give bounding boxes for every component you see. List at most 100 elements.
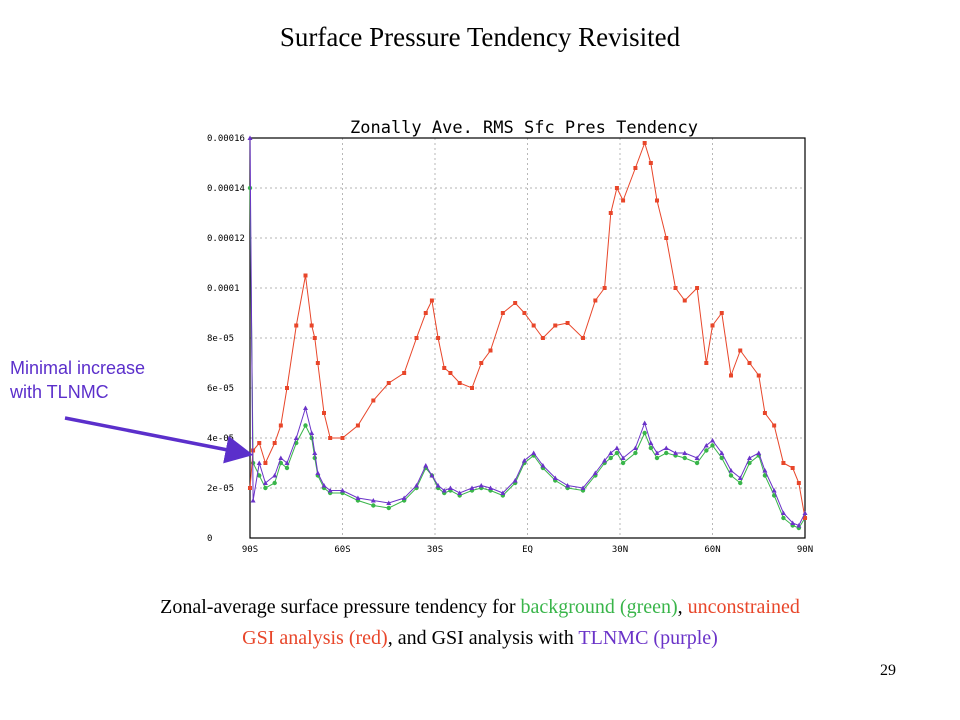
annotation: Minimal increase with TLNMC <box>10 356 145 404</box>
series-point <box>315 361 320 365</box>
series-point <box>540 463 546 468</box>
y-tick-label: 0.00014 <box>207 184 245 194</box>
plot-frame <box>249 137 806 539</box>
series-point <box>500 490 506 495</box>
series-point <box>655 198 659 203</box>
series-point <box>648 161 653 165</box>
series-point <box>441 488 447 493</box>
x-tick-label: EQ <box>522 545 533 555</box>
series-point <box>654 450 660 455</box>
series-point <box>284 465 290 471</box>
series-point <box>580 485 586 490</box>
y-tick-label: 0.00016 <box>207 134 245 144</box>
series-point <box>531 323 536 328</box>
series-point <box>771 488 777 493</box>
series-point <box>719 450 725 455</box>
series-point <box>447 485 453 490</box>
series-point <box>309 323 314 328</box>
series-point <box>790 466 795 470</box>
caption-part-3: , and GSI analysis with <box>387 627 579 649</box>
series-point <box>531 450 537 455</box>
series-point <box>315 470 321 475</box>
series-point <box>479 361 484 365</box>
series-point <box>513 301 518 305</box>
series-point <box>522 311 527 315</box>
series-point <box>540 336 545 340</box>
caption-green: background (green) <box>520 596 678 618</box>
series-point <box>673 286 678 290</box>
series-point <box>642 430 647 436</box>
series-point <box>608 211 613 215</box>
series-point <box>371 503 376 508</box>
series-point <box>257 441 262 445</box>
y-tick-label: 6e-05 <box>207 384 234 394</box>
series-point <box>250 498 256 503</box>
series-point <box>710 323 715 328</box>
series-point <box>633 450 638 456</box>
series-point <box>694 455 700 460</box>
series-point <box>442 366 447 370</box>
series-point <box>423 311 428 315</box>
series-point <box>614 450 620 456</box>
series-point <box>312 455 317 461</box>
series-point <box>256 460 262 465</box>
series-point <box>272 480 277 486</box>
series-point <box>414 336 419 340</box>
series-point <box>262 480 268 485</box>
series-point <box>747 460 752 466</box>
series-point <box>402 371 407 375</box>
series-point <box>682 450 688 455</box>
series-point <box>728 468 734 473</box>
slide-title: Surface Pressure Tendency Revisited <box>279 22 681 52</box>
y-tick-label: 0 <box>207 534 212 544</box>
series-point <box>737 475 743 480</box>
series-point <box>695 286 700 290</box>
series-line-2 <box>249 137 806 527</box>
series-point <box>355 495 361 500</box>
series-point <box>488 485 493 490</box>
x-tick-label: 60N <box>704 545 720 555</box>
series-point <box>747 361 752 365</box>
series-point <box>673 450 678 455</box>
series-point <box>719 311 724 315</box>
series-point <box>247 135 253 140</box>
series-point <box>386 505 391 511</box>
series-point <box>738 480 743 486</box>
series-point <box>303 273 308 278</box>
series-point <box>328 436 333 440</box>
series-point <box>632 445 638 450</box>
series-point <box>704 361 709 365</box>
series-point <box>435 483 441 488</box>
series-point <box>710 438 715 443</box>
series-point <box>664 450 669 456</box>
series-point <box>469 485 475 490</box>
series-point <box>448 371 453 375</box>
series-point <box>303 405 308 410</box>
series-point <box>781 515 786 521</box>
x-tick-label: 30N <box>612 545 628 555</box>
series-point <box>614 445 620 450</box>
series-point <box>633 166 638 170</box>
series-point <box>371 398 376 403</box>
series-point <box>762 468 768 473</box>
series-point <box>602 458 608 463</box>
series-point <box>293 435 299 440</box>
series-point <box>790 520 796 525</box>
series-point <box>355 423 360 428</box>
series-point <box>780 510 786 515</box>
series-layer <box>247 135 808 531</box>
series-point <box>581 336 585 340</box>
series-point <box>762 411 767 415</box>
series-point <box>429 473 435 478</box>
series-point <box>648 445 654 451</box>
series-point <box>312 336 317 340</box>
series-point <box>756 373 761 378</box>
series-point <box>654 455 660 461</box>
series-point <box>457 381 462 385</box>
series-point <box>608 450 614 455</box>
series-point <box>512 478 518 483</box>
series-point <box>457 490 463 495</box>
series-point <box>642 141 647 145</box>
series-point <box>263 485 268 491</box>
series-point <box>614 186 619 190</box>
